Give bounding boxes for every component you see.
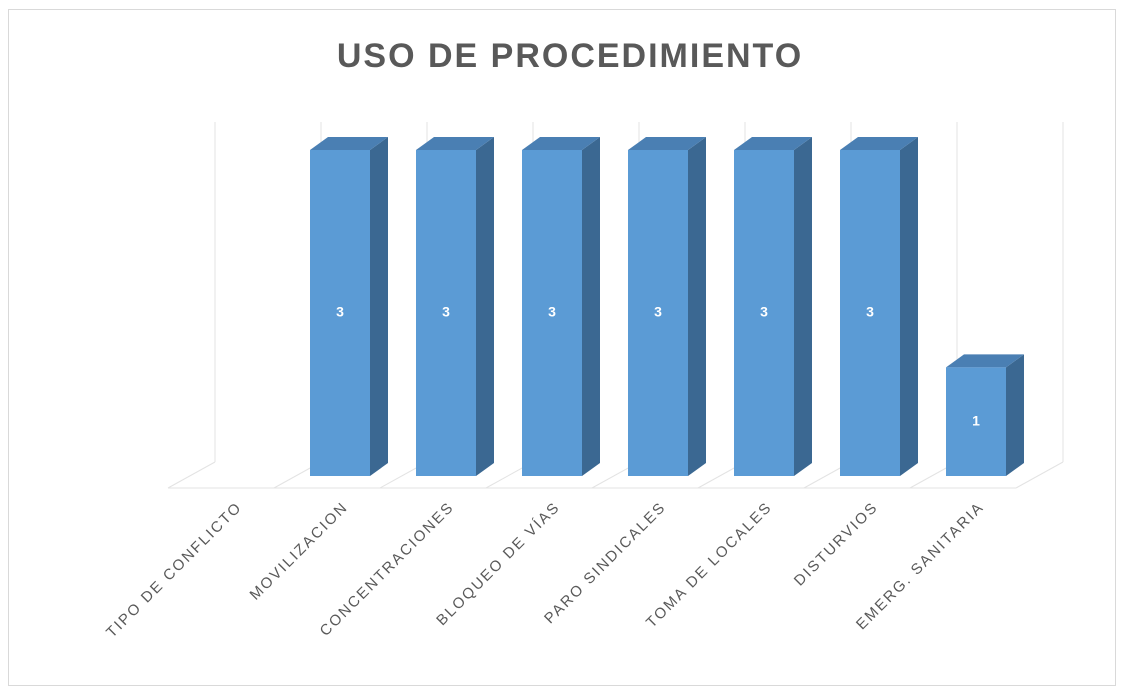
data-label: 1 (972, 412, 980, 428)
floor-line (167, 461, 216, 489)
bar-side (476, 137, 494, 476)
data-label: 3 (866, 304, 874, 320)
bar-front (840, 150, 900, 476)
bar-top (734, 137, 812, 150)
bar (734, 137, 812, 476)
bar-front (416, 150, 476, 476)
bar-front (310, 150, 370, 476)
bar (840, 137, 918, 476)
bar (310, 137, 388, 476)
bar-side (688, 137, 706, 476)
bar-side (900, 137, 918, 476)
data-label: 3 (654, 304, 662, 320)
bar-side (794, 137, 812, 476)
bar-top (416, 137, 494, 150)
bar-front (628, 150, 688, 476)
chart-title: USO DE PROCEDIMIENTO (337, 37, 803, 75)
data-label: 3 (442, 304, 450, 320)
bar-side (1006, 354, 1024, 476)
bar-front (946, 367, 1006, 476)
data-label: 3 (336, 304, 344, 320)
bar (522, 137, 600, 476)
bar-front (522, 150, 582, 476)
bar (946, 354, 1024, 476)
bar-side (582, 137, 600, 476)
bar-side (370, 137, 388, 476)
data-label: 3 (760, 304, 768, 320)
bar-top (522, 137, 600, 150)
data-label: 3 (548, 304, 556, 320)
bar-front (734, 150, 794, 476)
bar-top (310, 137, 388, 150)
bar-top (840, 137, 918, 150)
floor-line (1015, 461, 1064, 489)
bar (628, 137, 706, 476)
bar-top (946, 354, 1024, 368)
bar-top (628, 137, 706, 150)
bar (416, 137, 494, 476)
